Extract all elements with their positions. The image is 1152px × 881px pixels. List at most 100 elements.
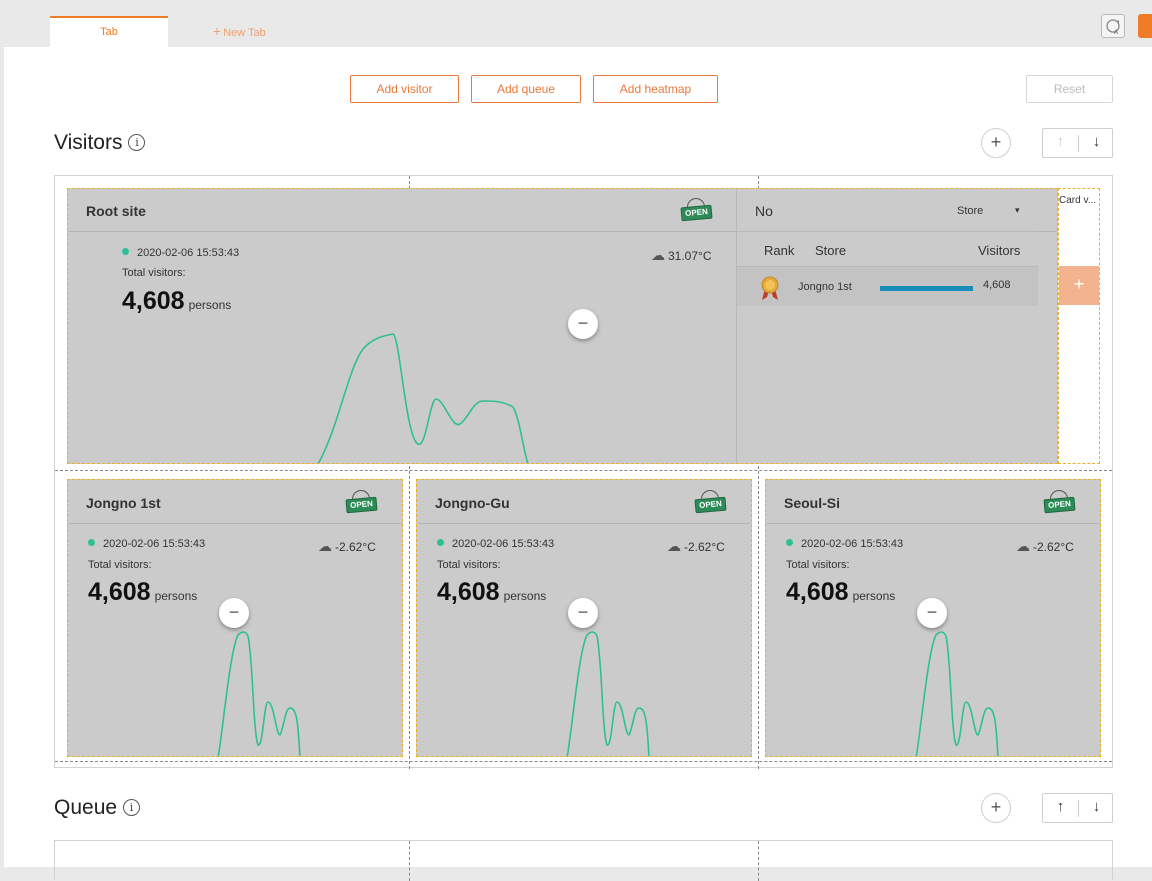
divider xyxy=(1078,135,1079,152)
weather: ☁ -2.62°C xyxy=(1016,538,1074,555)
open-sign-text: OPEN xyxy=(345,496,378,514)
svg-text:A: A xyxy=(1114,30,1118,36)
visitor-count: 4,608 persons xyxy=(88,578,197,607)
collapse-button[interactable]: − xyxy=(568,598,598,628)
cloud-icon: ☁ xyxy=(651,247,665,263)
add-visitor-card-button[interactable]: + xyxy=(981,128,1011,158)
grid-guide xyxy=(409,841,410,881)
datetime-text: 2020-02-06 15:53:43 xyxy=(103,538,206,550)
count-value: 4,608 xyxy=(88,578,151,606)
collapse-button[interactable]: − xyxy=(917,598,947,628)
total-visitors-label: Total visitors: xyxy=(437,559,501,571)
info-icon[interactable]: i xyxy=(128,134,146,151)
status-dot xyxy=(437,539,444,546)
visitor-count: 4,608 persons xyxy=(437,578,546,607)
open-sign-icon: OPEN xyxy=(680,197,713,222)
move-up-button[interactable]: ↑ xyxy=(1056,798,1065,815)
card-header: Jongno 1st OPEN xyxy=(68,480,402,524)
weather: ☁ 31.07°C xyxy=(651,247,712,264)
cloud-icon: ☁ xyxy=(318,538,332,554)
card-datetime: 2020-02-06 15:53:43 xyxy=(88,538,205,550)
total-visitors-label: Total visitors: xyxy=(88,559,152,571)
info-icon[interactable]: i xyxy=(123,799,141,816)
open-sign-text: OPEN xyxy=(1043,496,1076,514)
root-site-card[interactable]: Root site OPEN 2020-02-06 15:53:43 Total… xyxy=(67,188,1058,464)
store-column-header: Store xyxy=(815,243,847,258)
store-filter[interactable]: Store xyxy=(957,205,984,217)
cloud-icon: ☁ xyxy=(667,538,681,554)
rank-sort-label[interactable]: No xyxy=(755,203,773,219)
tab-bar: Tab + New Tab A xyxy=(0,0,1152,47)
card-view-header: Card v... xyxy=(1059,195,1097,206)
add-heatmap-button[interactable]: Add heatmap xyxy=(593,75,718,103)
total-visitors-label: Total visitors: xyxy=(122,267,186,279)
open-sign-text: OPEN xyxy=(694,496,727,514)
open-sign-icon: OPEN xyxy=(1043,489,1076,514)
status-dot xyxy=(88,539,95,546)
card-header: Seoul-Si OPEN xyxy=(766,480,1100,524)
visitor-sparkline xyxy=(915,631,999,756)
temperature: 31.07°C xyxy=(668,249,712,263)
card-header: Root site OPEN xyxy=(68,189,1057,232)
datetime-text: 2020-02-06 15:53:43 xyxy=(452,538,555,550)
visitors-grid: Root site OPEN 2020-02-06 15:53:43 Total… xyxy=(54,175,1113,769)
queue-grid xyxy=(54,840,1113,881)
plus-icon: + xyxy=(213,23,222,39)
add-row-button[interactable]: + xyxy=(1059,266,1099,305)
grid-guide xyxy=(758,176,759,769)
visitor-sparkline xyxy=(566,631,650,756)
open-sign-icon: OPEN xyxy=(345,489,378,514)
temperature: -2.62°C xyxy=(1033,540,1074,554)
grid-guide xyxy=(55,470,1112,471)
visitor-sparkline xyxy=(317,333,529,463)
add-queue-button[interactable]: Add queue xyxy=(471,75,581,103)
count-unit: persons xyxy=(852,589,896,603)
rank-row[interactable]: Jongno 1st 4,608 xyxy=(737,266,1038,306)
move-up-button[interactable]: ↑ xyxy=(1056,133,1065,150)
datetime-text: 2020-02-06 15:53:43 xyxy=(801,538,904,550)
visitors-section-title: Visitors i xyxy=(54,131,146,155)
main-content: Add visitor Add queue Add heatmap Reset … xyxy=(4,47,1152,881)
card-view-column: Card v... + xyxy=(1058,188,1100,464)
tab-active[interactable]: Tab xyxy=(50,16,168,47)
count-value: 4,608 xyxy=(437,578,500,606)
visitor-card[interactable]: Seoul-Si OPEN 2020-02-06 15:53:43 Total … xyxy=(765,479,1101,757)
add-visitor-button[interactable]: Add visitor xyxy=(350,75,459,103)
weather: ☁ -2.62°C xyxy=(318,538,376,555)
card-title: Jongno 1st xyxy=(86,495,161,511)
new-tab-button[interactable]: + New Tab xyxy=(213,23,266,39)
datetime-text: 2020-02-06 15:53:43 xyxy=(137,247,240,259)
count-unit: persons xyxy=(503,589,547,603)
collapse-button[interactable]: − xyxy=(568,309,598,339)
card-datetime: 2020-02-06 15:53:43 xyxy=(786,538,903,550)
queue-move-buttons: ↑ ↓ xyxy=(1042,793,1113,823)
grid-guide xyxy=(409,176,410,769)
visitor-sparkline xyxy=(217,631,301,756)
chevron-down-icon[interactable]: ▾ xyxy=(1015,205,1020,215)
cloud-icon: ☁ xyxy=(1016,538,1030,554)
layout-icon[interactable] xyxy=(1138,14,1152,38)
status-dot xyxy=(122,248,129,255)
move-down-button[interactable]: ↓ xyxy=(1092,133,1101,150)
reset-button[interactable]: Reset xyxy=(1026,75,1113,103)
add-queue-card-button[interactable]: + xyxy=(981,793,1011,823)
visitor-card[interactable]: Jongno-Gu OPEN 2020-02-06 15:53:43 Total… xyxy=(416,479,752,757)
count-value: 4,608 xyxy=(122,287,185,315)
collapse-button[interactable]: − xyxy=(219,598,249,628)
move-down-button[interactable]: ↓ xyxy=(1092,798,1101,815)
weather: ☁ -2.62°C xyxy=(667,538,725,555)
refresh-a-icon[interactable]: A xyxy=(1101,14,1125,38)
temperature: -2.62°C xyxy=(335,540,376,554)
queue-title: Queue xyxy=(54,796,118,819)
open-sign-icon: OPEN xyxy=(694,489,727,514)
visitors-title: Visitors xyxy=(54,131,123,154)
visitor-count: 4,608 persons xyxy=(786,578,895,607)
gold-medal-icon xyxy=(761,276,779,300)
temperature: -2.62°C xyxy=(684,540,725,554)
rank-panel-header: No Store ▾ xyxy=(737,189,1038,232)
visitor-card[interactable]: Jongno 1st OPEN 2020-02-06 15:53:43 Tota… xyxy=(67,479,403,757)
card-datetime: 2020-02-06 15:53:43 xyxy=(122,247,239,259)
rank-column-header: Rank xyxy=(764,243,795,258)
divider xyxy=(1078,800,1079,817)
grid-guide xyxy=(55,761,1112,762)
